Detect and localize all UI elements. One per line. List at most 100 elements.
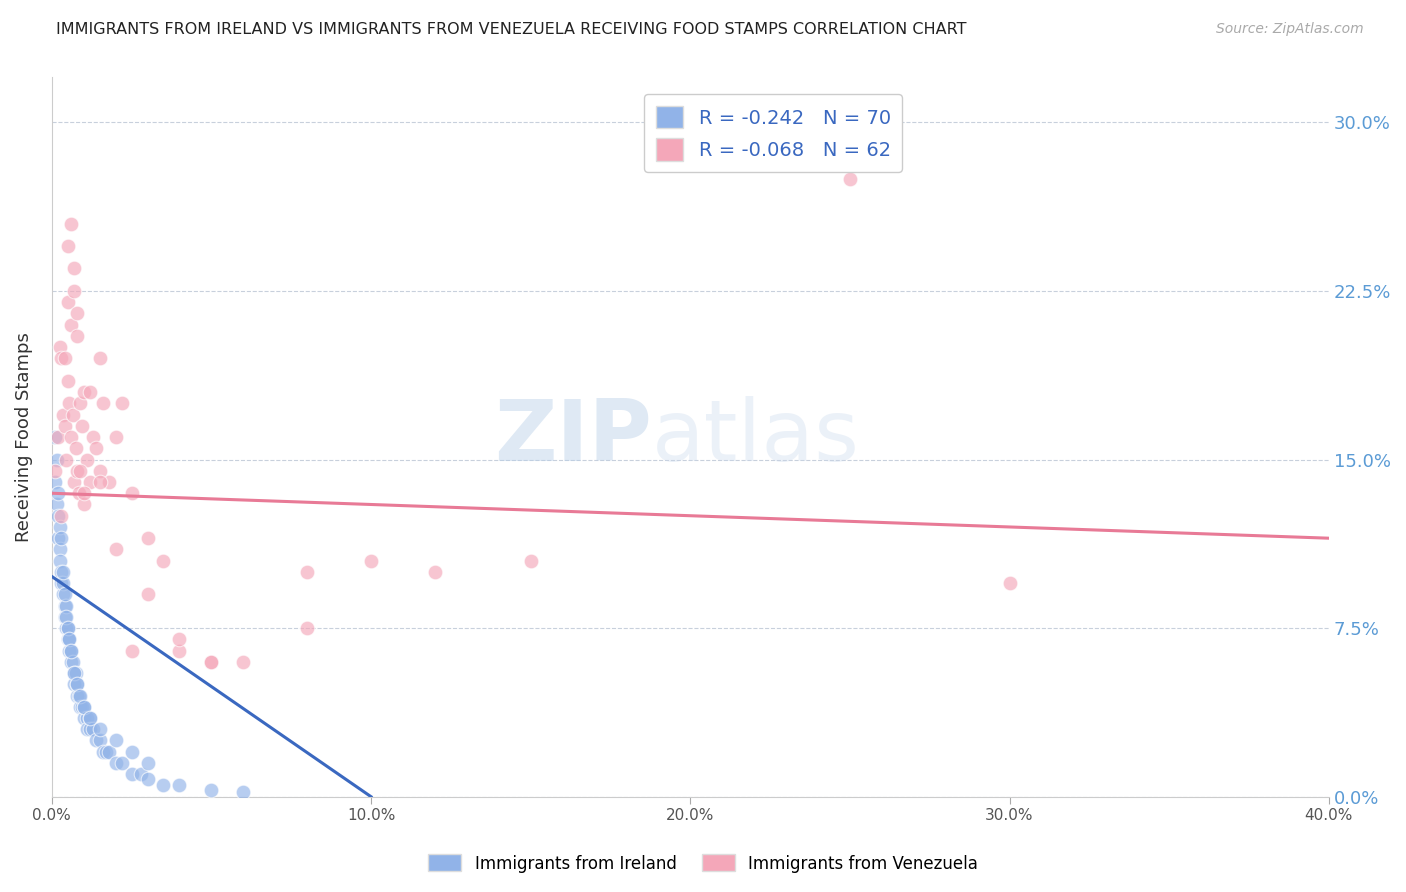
Point bbox=[104, 756, 127, 770]
Point bbox=[66, 306, 89, 320]
Point bbox=[295, 621, 318, 635]
Point bbox=[67, 486, 90, 500]
Text: atlas: atlas bbox=[652, 395, 860, 478]
Point bbox=[169, 643, 191, 657]
Point bbox=[73, 699, 96, 714]
Point bbox=[76, 452, 98, 467]
Point bbox=[152, 779, 174, 793]
Text: Source: ZipAtlas.com: Source: ZipAtlas.com bbox=[1216, 22, 1364, 37]
Point bbox=[86, 733, 108, 747]
Point bbox=[136, 531, 159, 545]
Point bbox=[63, 261, 86, 276]
Point bbox=[48, 340, 70, 354]
Point bbox=[66, 677, 89, 691]
Point bbox=[58, 632, 80, 647]
Point bbox=[200, 655, 222, 669]
Point bbox=[52, 565, 75, 579]
Point bbox=[121, 767, 143, 781]
Point bbox=[53, 599, 76, 613]
Point bbox=[44, 464, 66, 478]
Text: IMMIGRANTS FROM IRELAND VS IMMIGRANTS FROM VENEZUELA RECEIVING FOOD STAMPS CORRE: IMMIGRANTS FROM IRELAND VS IMMIGRANTS FR… bbox=[56, 22, 967, 37]
Point bbox=[63, 666, 86, 681]
Point bbox=[360, 554, 382, 568]
Point bbox=[55, 621, 77, 635]
Point bbox=[58, 632, 80, 647]
Point bbox=[169, 632, 191, 647]
Point bbox=[89, 723, 111, 737]
Point bbox=[82, 723, 104, 737]
Point bbox=[58, 643, 80, 657]
Point bbox=[519, 554, 541, 568]
Point bbox=[55, 610, 77, 624]
Point bbox=[48, 542, 70, 557]
Point bbox=[48, 520, 70, 534]
Point bbox=[62, 655, 84, 669]
Point bbox=[65, 666, 87, 681]
Point bbox=[73, 486, 96, 500]
Point bbox=[232, 655, 254, 669]
Point bbox=[94, 745, 117, 759]
Point bbox=[76, 711, 98, 725]
Point bbox=[111, 756, 134, 770]
Point bbox=[69, 689, 91, 703]
Point bbox=[52, 576, 75, 591]
Point bbox=[423, 565, 446, 579]
Point bbox=[200, 783, 222, 797]
Point bbox=[65, 442, 87, 456]
Point bbox=[79, 711, 101, 725]
Point bbox=[67, 689, 90, 703]
Point bbox=[136, 587, 159, 601]
Point bbox=[66, 677, 89, 691]
Point bbox=[52, 587, 75, 601]
Point bbox=[59, 643, 82, 657]
Point bbox=[121, 486, 143, 500]
Point bbox=[53, 587, 76, 601]
Legend: Immigrants from Ireland, Immigrants from Venezuela: Immigrants from Ireland, Immigrants from… bbox=[422, 847, 984, 880]
Point bbox=[98, 745, 121, 759]
Point bbox=[200, 655, 222, 669]
Point bbox=[104, 430, 127, 444]
Point bbox=[51, 531, 73, 545]
Point bbox=[295, 565, 318, 579]
Point bbox=[86, 442, 108, 456]
Point bbox=[46, 486, 69, 500]
Point bbox=[52, 408, 75, 422]
Point bbox=[998, 576, 1021, 591]
Point bbox=[121, 745, 143, 759]
Point bbox=[45, 498, 67, 512]
Point bbox=[121, 643, 143, 657]
Point bbox=[63, 677, 86, 691]
Point bbox=[70, 418, 93, 433]
Point bbox=[136, 756, 159, 770]
Point bbox=[66, 464, 89, 478]
Point bbox=[89, 733, 111, 747]
Point bbox=[62, 408, 84, 422]
Point bbox=[59, 217, 82, 231]
Point bbox=[56, 374, 79, 388]
Point bbox=[66, 689, 89, 703]
Point bbox=[66, 329, 89, 343]
Point bbox=[53, 351, 76, 366]
Point bbox=[152, 554, 174, 568]
Point bbox=[48, 554, 70, 568]
Point bbox=[46, 531, 69, 545]
Point bbox=[56, 295, 79, 310]
Point bbox=[70, 699, 93, 714]
Point bbox=[89, 475, 111, 489]
Point bbox=[89, 464, 111, 478]
Point bbox=[69, 699, 91, 714]
Point bbox=[45, 452, 67, 467]
Point bbox=[129, 767, 152, 781]
Point bbox=[98, 475, 121, 489]
Point bbox=[59, 318, 82, 332]
Y-axis label: Receiving Food Stamps: Receiving Food Stamps bbox=[15, 332, 32, 542]
Point bbox=[63, 284, 86, 298]
Point bbox=[58, 396, 80, 410]
Point bbox=[56, 621, 79, 635]
Point bbox=[79, 723, 101, 737]
Point bbox=[91, 396, 114, 410]
Point bbox=[51, 576, 73, 591]
Point bbox=[79, 385, 101, 400]
Point bbox=[59, 643, 82, 657]
Point bbox=[51, 565, 73, 579]
